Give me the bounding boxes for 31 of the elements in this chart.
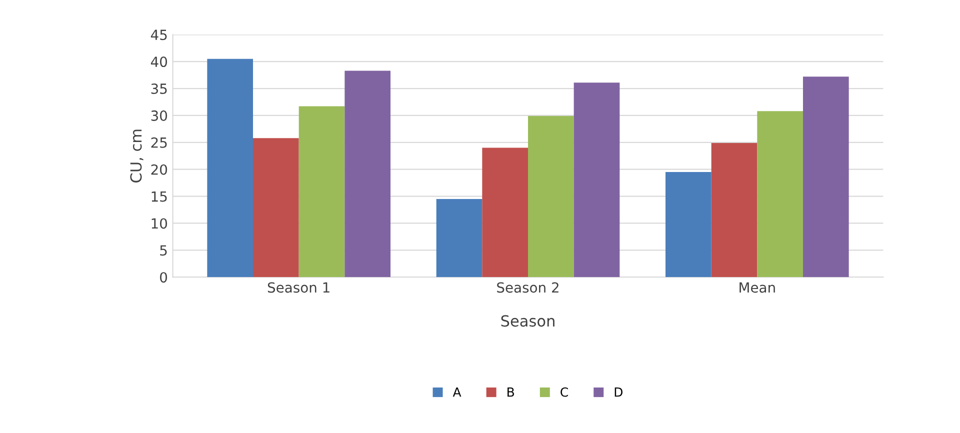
y-tick-label: 40 (150, 56, 168, 68)
bar (711, 142, 758, 278)
y-tick-label: 25 (151, 137, 167, 148)
x-tick-label: Season 2 (497, 282, 558, 293)
y-tick-label: 30 (151, 110, 168, 121)
y-tick-label: 0 (160, 272, 168, 283)
x-tick-label: Mean (740, 282, 775, 293)
bar (436, 198, 482, 278)
y-tick-label: 5 (160, 245, 167, 256)
x-axis-title: Season (501, 315, 554, 327)
y-tick-label: 15 (152, 191, 167, 202)
x-tick-label: Season 1 (268, 282, 330, 293)
bar (253, 138, 299, 278)
legend-label: D (614, 388, 622, 397)
y-tick-label: 45 (150, 30, 167, 40)
legend-label: C (560, 387, 568, 397)
y-tick-label: 20 (151, 164, 168, 175)
legend-label: B (508, 388, 514, 397)
bar (482, 148, 528, 278)
bar (528, 116, 574, 278)
bar (298, 106, 345, 278)
legend-label: A (452, 388, 462, 397)
bar (344, 70, 391, 278)
y-tick-label: 10 (152, 218, 168, 229)
bar (574, 82, 620, 278)
bar (802, 76, 849, 278)
bar (757, 111, 803, 278)
y-axis-title: CU, cm (130, 130, 144, 182)
y-tick-label: 35 (151, 83, 167, 94)
bar (207, 58, 254, 278)
bar (665, 172, 712, 278)
